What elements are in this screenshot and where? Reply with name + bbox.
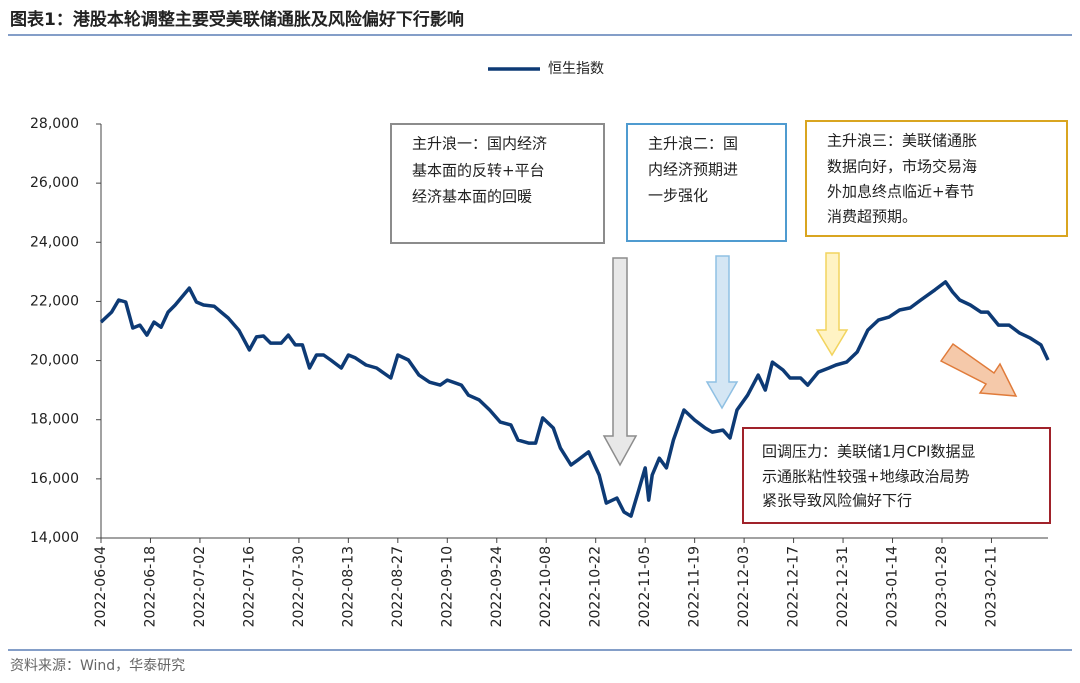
arrow [705, 255, 739, 410]
legend-label: 恒生指数 [548, 61, 604, 77]
x-tick-label: 2023-01-14 [885, 546, 901, 627]
x-tick-label: 2022-12-03 [736, 546, 752, 627]
annotation-text: 示通胀粘性较强+地缘政治局势 [762, 468, 970, 486]
annotation-text: 数据向好，市场交易海 [827, 158, 977, 176]
source: 资料来源：Wind，华泰研究 [10, 658, 185, 674]
y-tick-label: 16,000 [30, 471, 79, 487]
annotation-text: 回调压力：美联储1月CPI数据显 [762, 443, 976, 461]
x-tick-label: 2022-06-18 [142, 546, 158, 627]
annotation-box [626, 123, 787, 242]
annotation-text: 紧张导致风险偏好下行 [762, 492, 912, 510]
x-tick-label: 2022-07-02 [192, 546, 208, 627]
annotation-text: 消费超预期。 [827, 208, 917, 226]
x-tick-label: 2022-07-16 [241, 546, 257, 627]
y-tick-label: 20,000 [30, 353, 79, 369]
x-tick-label: 2022-09-24 [489, 546, 505, 627]
annotation-box [805, 120, 1068, 237]
x-tick-label: 2022-08-13 [340, 546, 356, 627]
annotation-text: 一步强化 [648, 187, 708, 205]
y-tick-label: 24,000 [30, 234, 79, 250]
x-tick-label: 2022-12-31 [835, 546, 851, 627]
annotation-box [742, 427, 1051, 524]
arrow [602, 257, 638, 467]
series-line [99, 280, 1050, 518]
x-tick-label: 2022-08-27 [390, 546, 406, 627]
annotation-text: 主升浪二：国 [648, 135, 738, 153]
annotation-text: 经济基本面的回暖 [412, 188, 532, 206]
y-tick-label: 22,000 [30, 293, 79, 309]
annotation-text: 基本面的反转+平台 [412, 162, 545, 180]
x-tick-label: 2022-10-08 [538, 546, 554, 627]
y-tick-label: 18,000 [30, 412, 79, 428]
x-tick-label: 2022-06-04 [93, 546, 109, 627]
x-tick-label: 2022-07-30 [291, 546, 307, 627]
y-tick-label: 26,000 [30, 175, 79, 191]
x-tick-label: 2023-01-28 [934, 546, 950, 627]
x-tick-label: 2022-11-19 [687, 546, 703, 627]
x-tick-label: 2023-02-11 [983, 546, 999, 627]
annotation-text: 外加息终点临近+春节 [827, 183, 975, 201]
y-tick-label: 14,000 [30, 530, 79, 546]
x-tick-label: 2022-10-22 [588, 546, 604, 627]
annotation-text: 主升浪三：美联储通胀 [827, 132, 977, 150]
annotation-box [390, 123, 605, 244]
x-tick-label: 2022-12-17 [786, 546, 802, 627]
x-tick-label: 2022-09-10 [439, 546, 455, 627]
arrow [815, 252, 849, 357]
annotation-text: 内经济预期进 [648, 161, 738, 179]
y-tick-label: 28,000 [30, 116, 79, 132]
x-tick-label: 2022-11-05 [637, 546, 653, 627]
arrow [939, 342, 1018, 397]
annotation-text: 主升浪一：国内经济 [412, 135, 547, 153]
chart-title: 图表1：港股本轮调整主要受美联储通胀及风险偏好下行影响 [10, 9, 464, 30]
